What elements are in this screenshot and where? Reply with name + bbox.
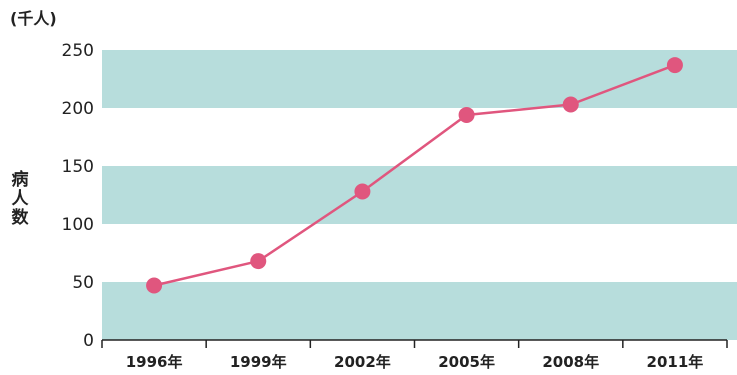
x-tick-label: 2011年 bbox=[647, 353, 704, 371]
grid-band bbox=[102, 50, 737, 108]
x-tick-label: 1996年 bbox=[126, 353, 183, 371]
y-axis-label-char: 人 bbox=[12, 189, 30, 209]
data-point bbox=[458, 106, 475, 123]
y-tick-label: 250 bbox=[62, 41, 94, 61]
data-point bbox=[562, 96, 579, 113]
y-axis-label: 病人数 bbox=[12, 169, 30, 228]
y-axis-label-char: 病 bbox=[12, 169, 29, 190]
x-tick-labels: 1996年 1999年 2002年 2005年 2008年 2011年 bbox=[126, 353, 704, 371]
x-tick-label: 1999年 bbox=[230, 353, 287, 371]
data-point bbox=[666, 57, 683, 74]
y-tick-labels: 0 50 100 150 200 250 bbox=[62, 41, 94, 351]
y-unit-label: (千人) bbox=[10, 9, 57, 28]
data-point bbox=[354, 183, 371, 200]
y-tick-label: 100 bbox=[62, 215, 94, 235]
x-tick-label: 2005年 bbox=[438, 353, 495, 371]
y-tick-label: 200 bbox=[62, 99, 94, 119]
x-tick-label: 2008年 bbox=[542, 353, 599, 371]
y-axis-label-char: 数 bbox=[12, 207, 30, 228]
series-points bbox=[146, 57, 683, 294]
y-tick-label: 0 bbox=[83, 331, 94, 351]
y-tick-label: 50 bbox=[72, 273, 94, 293]
data-point bbox=[146, 277, 163, 294]
x-tick-marks bbox=[101, 340, 728, 348]
grid-band bbox=[102, 282, 737, 340]
series-line bbox=[153, 63, 676, 287]
grid-band bbox=[102, 166, 737, 224]
x-tick-label: 2002年 bbox=[334, 353, 391, 371]
y-tick-label: 150 bbox=[62, 157, 94, 177]
grid-bands bbox=[102, 50, 737, 340]
data-point bbox=[250, 253, 267, 270]
